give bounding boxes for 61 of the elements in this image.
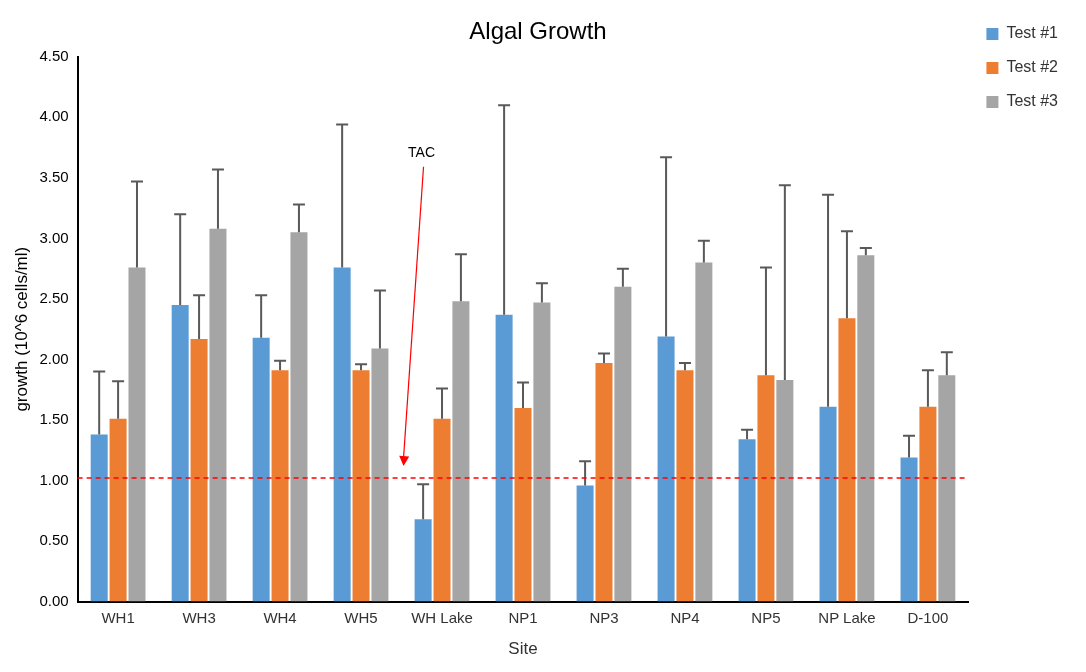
bar xyxy=(576,485,594,602)
y-tick-label: 3.00 xyxy=(39,228,69,246)
bar xyxy=(352,370,370,602)
x-tick-label: NP3 xyxy=(589,608,619,626)
bar xyxy=(819,406,837,602)
bar xyxy=(514,407,532,602)
bar xyxy=(738,439,756,602)
y-axis-title: growth (10^6 cells/ml) xyxy=(11,246,31,412)
bar xyxy=(190,338,208,602)
chart-title: Algal Growth xyxy=(469,17,607,45)
x-tick-label: WH4 xyxy=(263,608,297,626)
legend-label: Test #2 xyxy=(1006,58,1059,76)
x-axis-title: Site xyxy=(508,639,538,659)
bar xyxy=(919,406,937,602)
x-tick-label: WH1 xyxy=(101,608,135,626)
y-tick-label: 3.50 xyxy=(39,168,69,186)
x-tick-label: NP1 xyxy=(508,608,538,626)
x-tick-label: D-100 xyxy=(907,608,949,626)
bar xyxy=(90,434,108,602)
y-tick-label: 2.00 xyxy=(39,349,69,367)
bar xyxy=(290,232,308,602)
bar xyxy=(333,267,351,602)
bar xyxy=(209,228,227,602)
bar xyxy=(857,255,875,602)
x-tick-label: WH Lake xyxy=(411,608,473,626)
y-tick-label: 1.00 xyxy=(39,470,69,488)
y-tick-label: 4.50 xyxy=(39,46,69,64)
bar xyxy=(414,519,432,602)
bar xyxy=(271,370,289,602)
bar xyxy=(533,302,551,602)
legend-label: Test #1 xyxy=(1006,24,1059,42)
x-tick-label: NP Lake xyxy=(818,608,876,626)
bar xyxy=(657,336,675,602)
bar xyxy=(776,380,794,602)
y-tick-label: 0.50 xyxy=(39,531,69,549)
bar xyxy=(838,318,856,602)
bar xyxy=(757,375,775,602)
bar xyxy=(371,348,389,602)
y-tick-label: 2.50 xyxy=(39,289,69,307)
bar xyxy=(900,457,918,602)
y-tick-label: 4.00 xyxy=(39,107,69,125)
bar xyxy=(128,267,146,602)
y-tick-label: 1.50 xyxy=(39,410,69,428)
bar xyxy=(595,363,613,602)
bar xyxy=(614,286,632,602)
x-tick-label: NP4 xyxy=(670,608,700,626)
annotation: TAC xyxy=(408,143,436,160)
bar xyxy=(433,418,451,602)
bar xyxy=(938,375,956,602)
bar xyxy=(695,262,713,602)
x-tick-label: WH5 xyxy=(344,608,378,626)
bar xyxy=(252,337,270,602)
legend-label: Test #3 xyxy=(1006,92,1059,110)
x-tick-label: WH3 xyxy=(182,608,216,626)
bar xyxy=(495,314,513,602)
bar xyxy=(109,418,127,602)
bar xyxy=(452,301,470,602)
x-tick-label: NP5 xyxy=(751,608,781,626)
bar xyxy=(676,370,694,602)
bar xyxy=(171,304,189,602)
y-tick-label: 0.00 xyxy=(39,591,69,609)
